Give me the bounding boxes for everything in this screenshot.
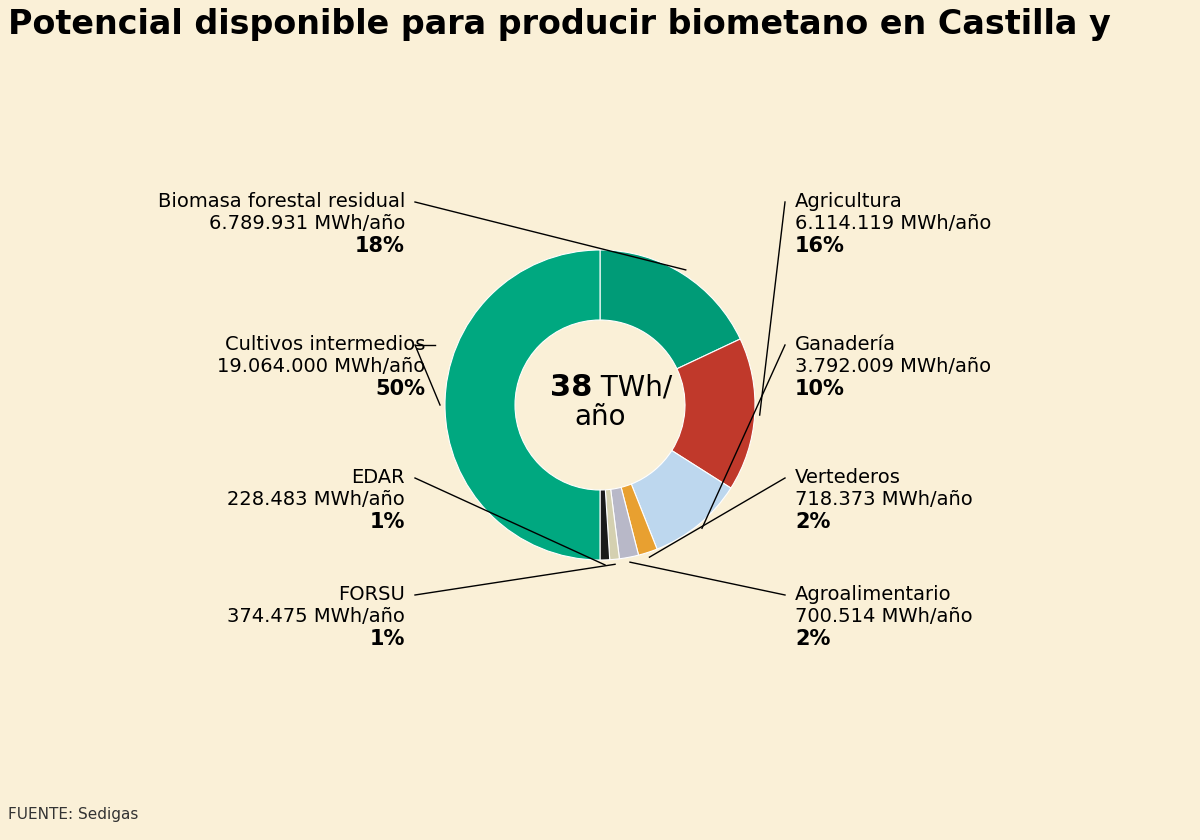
Text: 2%: 2%	[796, 629, 830, 649]
Text: FORSU: FORSU	[338, 585, 406, 604]
Wedge shape	[611, 487, 638, 559]
Wedge shape	[622, 484, 658, 555]
Text: 1%: 1%	[370, 512, 406, 532]
Text: Potencial disponible para producir biometano en Castilla y: Potencial disponible para producir biome…	[8, 8, 1111, 41]
Text: Biomasa forestal residual: Biomasa forestal residual	[157, 192, 406, 211]
Wedge shape	[672, 339, 755, 488]
Text: 1%: 1%	[370, 629, 406, 649]
Wedge shape	[600, 250, 740, 369]
Text: Ganadería: Ganadería	[796, 335, 896, 354]
Text: Agricultura: Agricultura	[796, 192, 902, 211]
Text: FUENTE: Sedigas: FUENTE: Sedigas	[8, 807, 138, 822]
Text: 16%: 16%	[796, 236, 845, 256]
Text: 50%: 50%	[374, 379, 425, 399]
Text: año: año	[575, 403, 625, 431]
Text: Agroalimentario: Agroalimentario	[796, 585, 952, 604]
Wedge shape	[445, 250, 600, 560]
Text: 6.114.119 MWh/año: 6.114.119 MWh/año	[796, 214, 991, 233]
Text: Cultivos intermedios: Cultivos intermedios	[224, 335, 425, 354]
Text: 374.475 MWh/año: 374.475 MWh/año	[227, 607, 406, 626]
Wedge shape	[631, 450, 731, 549]
Text: 10%: 10%	[796, 379, 845, 399]
Text: 228.483 MWh/año: 228.483 MWh/año	[227, 490, 406, 509]
Text: 2%: 2%	[796, 512, 830, 532]
Text: Vertederos: Vertederos	[796, 468, 901, 487]
Wedge shape	[600, 490, 610, 560]
Text: EDAR: EDAR	[352, 468, 406, 487]
Text: 6.789.931 MWh/año: 6.789.931 MWh/año	[209, 214, 406, 233]
Text: 38: 38	[550, 372, 592, 402]
Text: 718.373 MWh/año: 718.373 MWh/año	[796, 490, 973, 509]
Text: 18%: 18%	[355, 236, 406, 256]
Text: 3.792.009 MWh/año: 3.792.009 MWh/año	[796, 357, 991, 376]
Wedge shape	[605, 490, 619, 559]
Text: TWh/: TWh/	[592, 373, 672, 401]
Text: 700.514 MWh/año: 700.514 MWh/año	[796, 607, 973, 626]
Text: 19.064.000 MWh/año: 19.064.000 MWh/año	[217, 357, 425, 376]
